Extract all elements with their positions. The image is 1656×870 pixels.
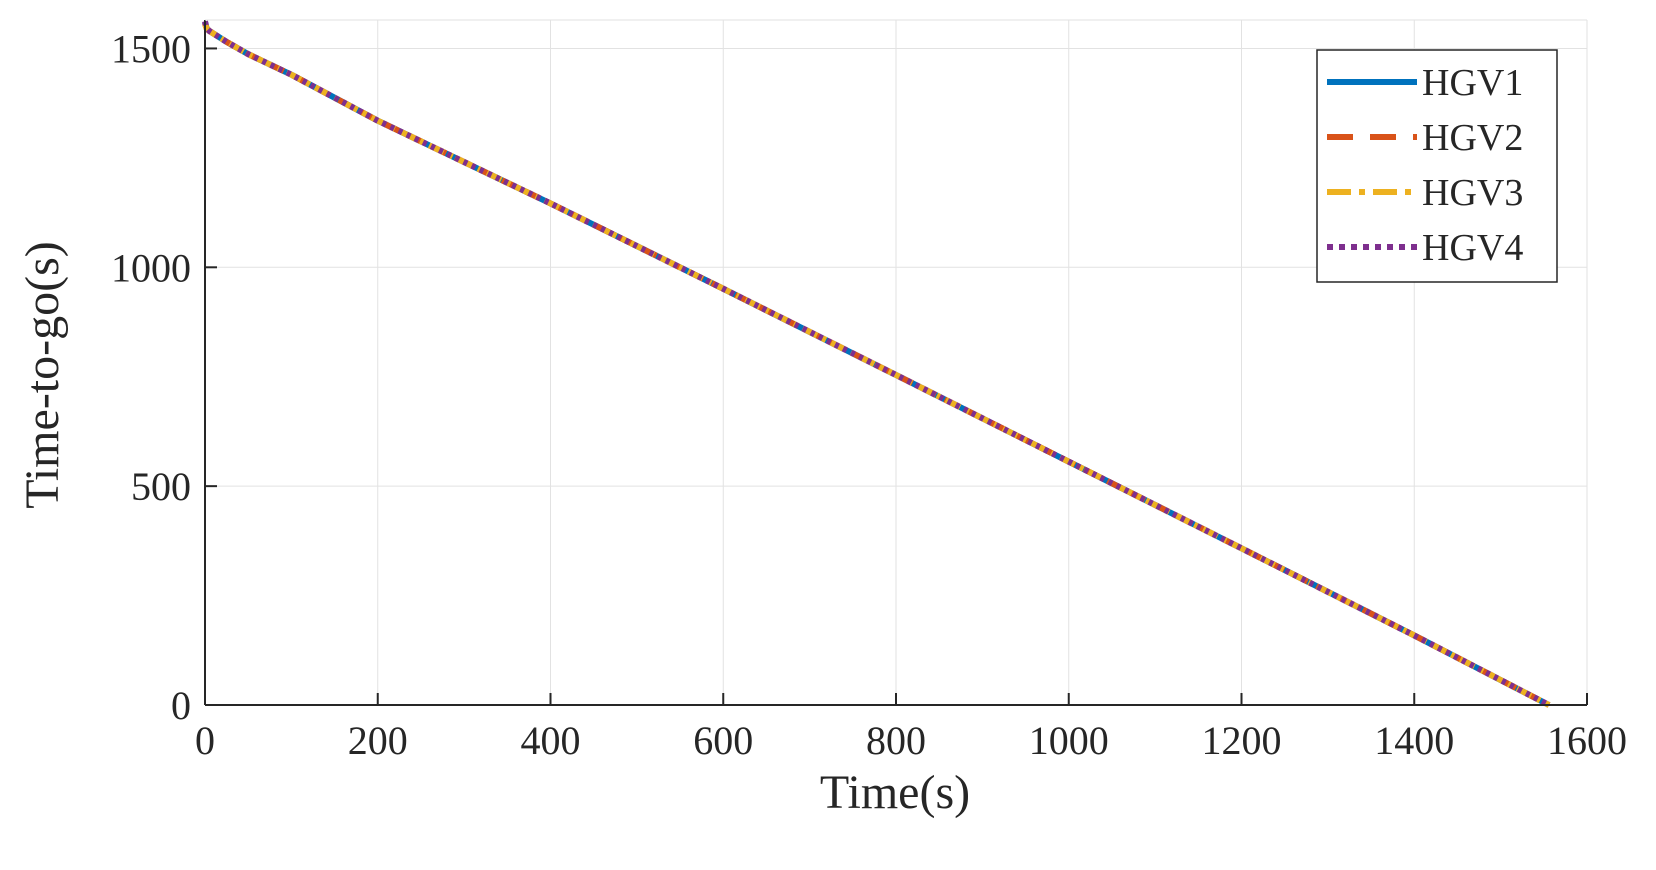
legend-label-hgv2: HGV2 (1422, 117, 1523, 159)
x-tick-label: 1000 (1029, 718, 1109, 763)
x-tick-label: 0 (195, 718, 215, 763)
y-tick-label: 0 (171, 683, 191, 728)
series-line-hgv4 (202, 20, 1551, 708)
legend-label-hgv1: HGV1 (1422, 62, 1523, 104)
legend-box (1316, 49, 1558, 283)
x-tick-label: 1200 (1202, 718, 1282, 763)
legend-label-hgv3: HGV3 (1422, 172, 1523, 214)
y-tick-label: 1500 (111, 26, 191, 71)
y-tick-label: 500 (131, 464, 191, 509)
y-axis-title: Time-to-go(s) (16, 241, 69, 509)
tick-labels: 0 200 400 600 800 1000 1200 1400 1600 0 500 1000 150… (111, 26, 1627, 763)
x-tick-label: 600 (693, 718, 753, 763)
legend-label-hgv4: HGV4 (1422, 227, 1523, 269)
series-lines (202, 20, 1551, 708)
x-tick-label: 400 (521, 718, 581, 763)
x-tick-label: 200 (348, 718, 408, 763)
axes (204, 19, 1588, 706)
y-tick-label: 1000 (111, 245, 191, 290)
x-axis-title: Time(s) (820, 766, 970, 819)
legend: HGV1 HGV2 HGV3 HGV4 (1316, 49, 1558, 283)
x-tick-label: 1400 (1374, 718, 1454, 763)
x-tick-label: 1600 (1547, 718, 1627, 763)
x-tick-label: 800 (866, 718, 926, 763)
